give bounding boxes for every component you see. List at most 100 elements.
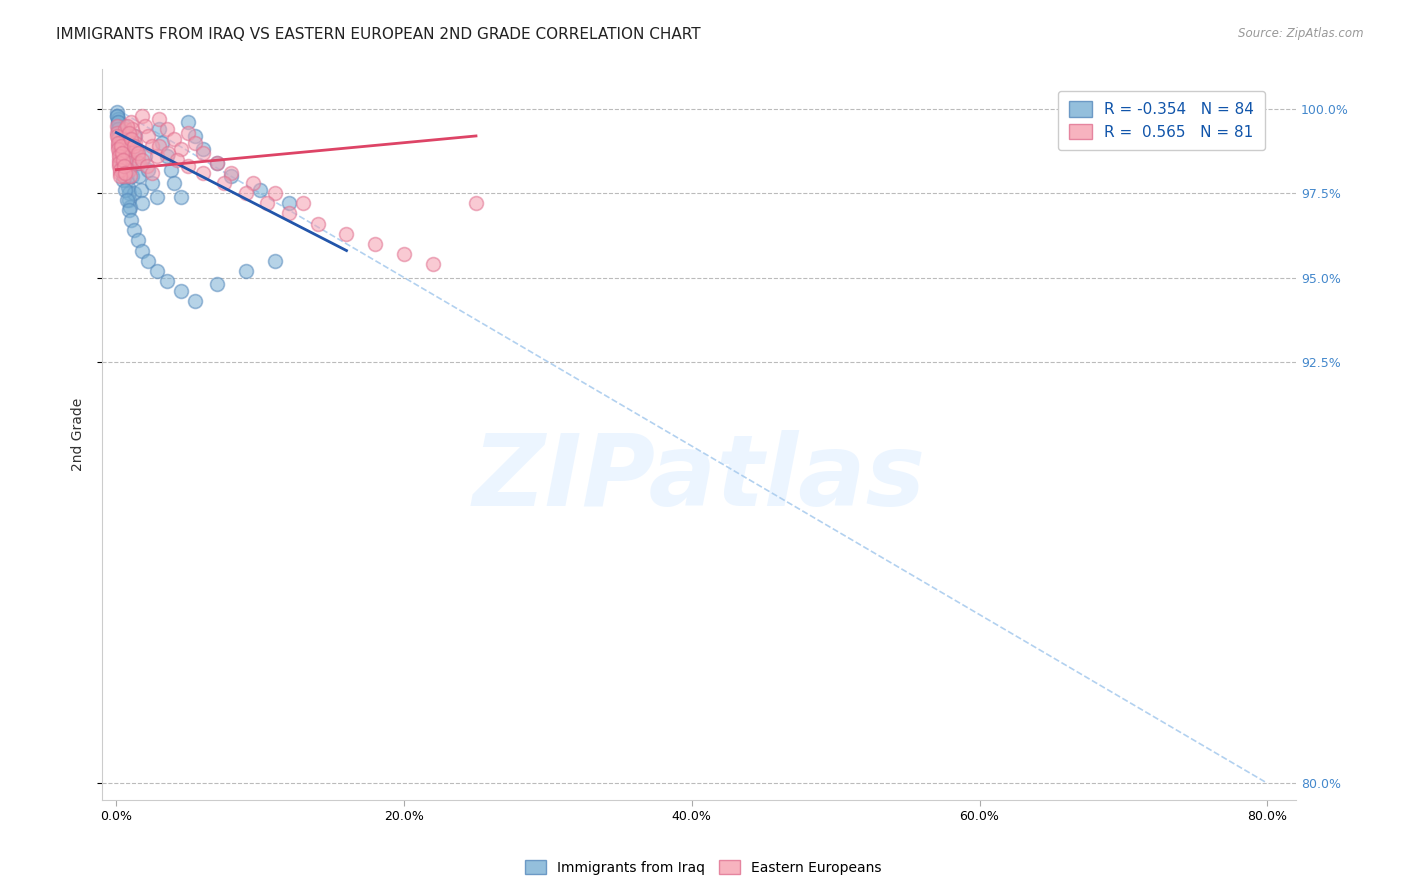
Point: [112, 119, 135, 133]
Point: [292, 196, 315, 211]
Point: [110, 143, 132, 157]
Point: [122, 223, 145, 237]
Point: [134, 149, 156, 163]
Point: [110, 153, 132, 167]
Point: [156, 122, 179, 136]
Point: [242, 176, 264, 190]
Point: [221, 166, 243, 180]
Point: [108, 162, 131, 177]
Point: [221, 169, 243, 184]
Point: [129, 183, 152, 197]
Y-axis label: 2nd Grade: 2nd Grade: [72, 398, 86, 471]
Point: [148, 112, 170, 127]
Point: [111, 145, 134, 160]
Text: Source: ZipAtlas.com: Source: ZipAtlas.com: [1239, 27, 1364, 40]
Point: [114, 166, 136, 180]
Point: [177, 115, 200, 129]
Point: [145, 189, 167, 203]
Point: [110, 143, 132, 157]
Point: [107, 126, 129, 140]
Point: [114, 139, 136, 153]
Point: [115, 119, 138, 133]
Point: [115, 136, 138, 150]
Point: [278, 196, 301, 211]
Point: [163, 176, 186, 190]
Point: [134, 119, 156, 133]
Point: [131, 153, 153, 167]
Point: [115, 166, 138, 180]
Point: [112, 173, 135, 187]
Point: [191, 145, 214, 160]
Point: [115, 193, 138, 207]
Point: [170, 143, 193, 157]
Point: [107, 109, 129, 123]
Point: [127, 149, 149, 163]
Point: [110, 139, 132, 153]
Point: [118, 200, 141, 214]
Point: [124, 128, 146, 143]
Point: [120, 153, 142, 167]
Point: [136, 128, 159, 143]
Point: [107, 139, 129, 153]
Point: [115, 153, 138, 167]
Point: [249, 183, 271, 197]
Point: [125, 143, 148, 157]
Point: [364, 236, 387, 251]
Point: [465, 196, 488, 211]
Point: [205, 156, 228, 170]
Point: [108, 145, 131, 160]
Point: [118, 162, 141, 177]
Point: [105, 128, 128, 143]
Point: [120, 115, 142, 129]
Point: [117, 179, 139, 194]
Point: [114, 183, 136, 197]
Point: [108, 159, 131, 173]
Point: [108, 156, 131, 170]
Point: [112, 162, 135, 177]
Point: [108, 126, 131, 140]
Point: [120, 132, 142, 146]
Point: [150, 136, 173, 150]
Point: [115, 159, 138, 173]
Point: [170, 284, 193, 298]
Point: [110, 139, 132, 153]
Point: [118, 169, 141, 184]
Point: [148, 122, 170, 136]
Point: [114, 132, 136, 146]
Point: [335, 227, 357, 241]
Point: [392, 247, 415, 261]
Point: [177, 126, 200, 140]
Point: [177, 159, 200, 173]
Point: [263, 186, 285, 201]
Point: [122, 128, 145, 143]
Point: [115, 173, 138, 187]
Legend: Immigrants from Iraq, Eastern Europeans: Immigrants from Iraq, Eastern Europeans: [519, 855, 887, 880]
Point: [205, 156, 228, 170]
Point: [121, 122, 143, 136]
Point: [108, 132, 131, 146]
Point: [107, 132, 129, 146]
Point: [110, 136, 132, 150]
Point: [107, 115, 129, 129]
Point: [184, 128, 207, 143]
Point: [124, 139, 146, 153]
Point: [184, 136, 207, 150]
Point: [148, 139, 170, 153]
Point: [163, 132, 186, 146]
Point: [107, 119, 129, 133]
Point: [160, 162, 183, 177]
Point: [121, 169, 143, 184]
Point: [156, 274, 179, 288]
Point: [117, 149, 139, 163]
Text: ZIPatlas: ZIPatlas: [472, 430, 925, 526]
Point: [107, 136, 129, 150]
Point: [145, 264, 167, 278]
Point: [118, 193, 141, 207]
Point: [117, 203, 139, 218]
Point: [114, 122, 136, 136]
Point: [110, 145, 132, 160]
Point: [166, 153, 188, 167]
Point: [118, 126, 141, 140]
Point: [127, 156, 149, 170]
Point: [122, 186, 145, 201]
